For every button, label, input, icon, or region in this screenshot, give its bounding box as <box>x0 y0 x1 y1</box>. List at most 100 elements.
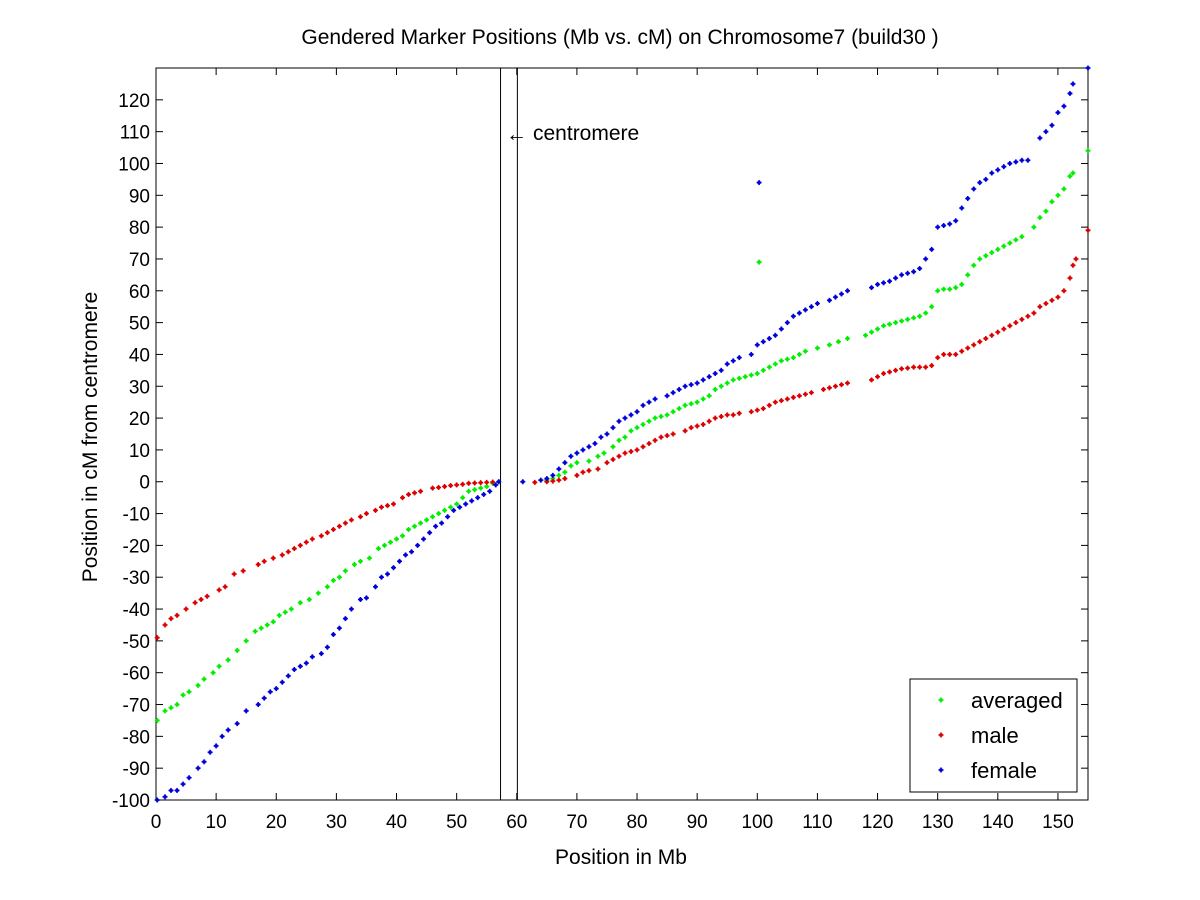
axis-ticks: 0 10 20 30 40 50 60 70 80 90 100 110 120 130 140 150-10… <box>112 68 1088 833</box>
data-point-female <box>475 495 481 501</box>
data-point-female <box>844 288 850 294</box>
data-point-averaged <box>628 428 634 434</box>
data-point-male <box>1007 323 1013 329</box>
data-point-female <box>384 571 390 577</box>
data-point-averaged <box>442 507 448 513</box>
data-point-male <box>622 450 628 456</box>
data-point-female <box>255 702 261 708</box>
data-point-male <box>291 546 297 552</box>
data-point-female <box>616 418 622 424</box>
data-point-male <box>490 479 496 485</box>
data-point-female <box>682 383 688 389</box>
data-point-female <box>796 310 802 316</box>
data-point-female <box>826 297 832 303</box>
y-tick-label: 20 <box>129 409 150 430</box>
data-point-male <box>634 447 640 453</box>
data-point-averaged <box>276 612 282 618</box>
data-point-averaged <box>418 520 424 526</box>
data-point-male <box>730 412 736 418</box>
data-point-female <box>457 504 463 510</box>
data-point-female <box>580 447 586 453</box>
data-point-female <box>403 552 409 558</box>
data-point-averaged <box>658 413 664 419</box>
data-point-female <box>881 280 887 286</box>
data-point-female <box>959 205 965 211</box>
data-point-female <box>201 759 207 765</box>
data-point-female <box>451 507 457 513</box>
data-point-male <box>198 596 204 602</box>
data-point-averaged <box>929 304 935 310</box>
data-point-averaged <box>881 323 887 329</box>
y-tick-label: -10 <box>123 505 150 526</box>
data-point-averaged <box>324 584 330 590</box>
data-point-female <box>652 396 658 402</box>
series-male <box>154 227 1091 641</box>
data-point-male <box>941 351 947 357</box>
x-tick-label: 80 <box>626 812 647 833</box>
data-point-male <box>342 520 348 526</box>
data-point-averaged <box>1001 243 1007 249</box>
y-tick-label: -100 <box>112 791 150 812</box>
data-point-averaged <box>351 561 357 567</box>
data-point-female <box>875 281 881 287</box>
data-point-averaged <box>406 526 412 532</box>
data-point-female <box>568 453 574 459</box>
data-point-female <box>297 663 303 669</box>
data-point-averaged <box>983 253 989 259</box>
data-point-female <box>664 393 670 399</box>
data-point-female <box>168 787 174 793</box>
y-tick-label: 90 <box>129 186 150 207</box>
data-point-female <box>935 224 941 230</box>
data-point-averaged <box>381 542 387 548</box>
data-point-male <box>168 616 174 622</box>
data-point-averaged <box>935 288 941 294</box>
data-point-female <box>592 441 598 447</box>
data-point-female <box>445 514 451 520</box>
data-point-female <box>1067 90 1073 96</box>
legend-box <box>909 678 1078 793</box>
centromere-lines <box>500 68 518 800</box>
data-point-averaged <box>971 262 977 268</box>
data-point-male <box>222 584 228 590</box>
data-point-male <box>808 390 814 396</box>
x-tick-label: 70 <box>566 812 587 833</box>
data-point-averaged <box>1061 186 1067 192</box>
data-point-male <box>154 635 160 641</box>
data-point-female <box>712 371 718 377</box>
y-tick-label: 40 <box>129 345 150 366</box>
data-point-male <box>1061 288 1067 294</box>
y-tick-label: 10 <box>129 441 150 462</box>
data-point-female <box>887 278 893 284</box>
data-point-female <box>622 415 628 421</box>
y-tick-label: -60 <box>123 664 150 685</box>
data-point-female <box>309 654 315 660</box>
data-point-female <box>195 765 201 771</box>
data-point-male <box>748 409 754 415</box>
data-point-averaged <box>682 402 688 408</box>
data-point-male <box>893 367 899 373</box>
data-point-averaged <box>315 590 321 596</box>
data-point-averaged <box>472 487 478 493</box>
data-point-female <box>180 781 186 787</box>
data-point-averaged <box>814 345 820 351</box>
data-point-female <box>213 743 219 749</box>
data-point-male <box>363 511 369 517</box>
data-point-female <box>348 606 354 612</box>
data-point-female <box>574 450 580 456</box>
data-point-averaged <box>947 286 953 292</box>
data-point-male <box>869 377 875 383</box>
data-point-averaged <box>869 329 875 335</box>
data-point-female <box>971 186 977 192</box>
data-point-averaged <box>210 670 216 676</box>
data-point-male <box>959 348 965 354</box>
data-point-averaged <box>1070 170 1076 176</box>
data-point-male <box>330 526 336 532</box>
data-point-male <box>899 366 905 372</box>
series-female <box>154 65 1091 803</box>
y-tick-label: 60 <box>129 282 150 303</box>
data-point-averaged <box>923 310 929 316</box>
data-point-averaged <box>357 558 363 564</box>
data-point-averaged <box>748 372 754 378</box>
data-point-male <box>953 351 959 357</box>
data-point-female <box>923 256 929 262</box>
